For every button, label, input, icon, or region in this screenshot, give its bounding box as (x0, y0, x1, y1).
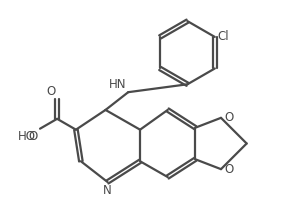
Text: O: O (46, 85, 55, 98)
Text: O: O (224, 163, 233, 176)
Text: Cl: Cl (218, 30, 229, 43)
Text: N: N (103, 184, 112, 197)
Text: O: O (224, 111, 233, 124)
Text: O: O (29, 130, 38, 143)
Text: HN: HN (109, 78, 126, 91)
Text: HO: HO (18, 130, 36, 143)
